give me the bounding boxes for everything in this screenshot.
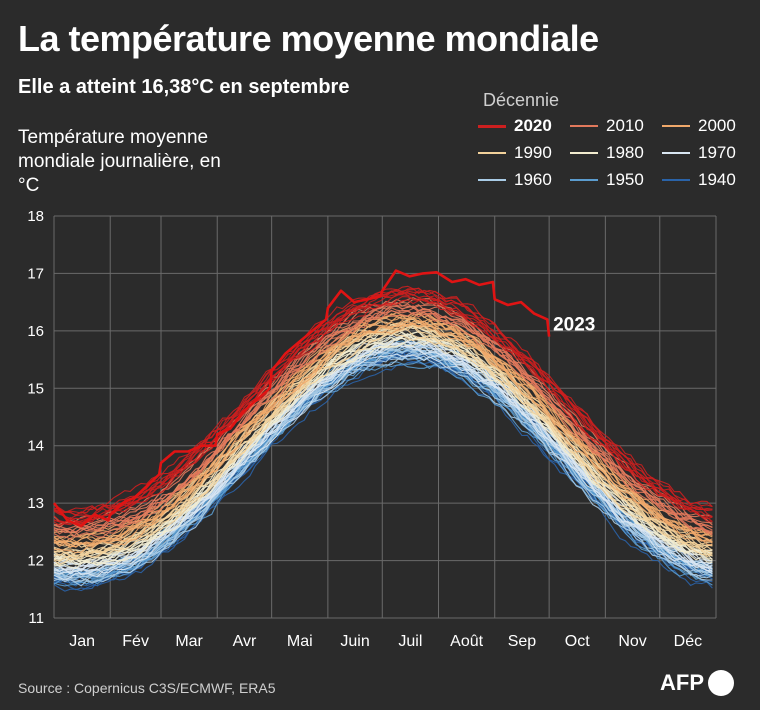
x-tick-label-Avr: Avr	[233, 633, 257, 650]
legend-label-2020: 2020	[514, 116, 552, 135]
series-line-1990	[53, 322, 713, 558]
legend-label-2000: 2000	[698, 116, 736, 135]
x-tick-label-Mar: Mar	[175, 633, 203, 650]
legend-label-1940: 1940	[698, 170, 736, 189]
legend-item-2020: 2020	[478, 116, 552, 136]
series-line-2020	[53, 290, 713, 520]
series-line-2010	[53, 311, 713, 540]
legend-item-2010: 2010	[570, 116, 644, 136]
y-axis-label: Température moyenne mondiale journalière…	[18, 127, 221, 196]
series-line-2023	[52, 269, 551, 528]
series-line-1960	[53, 349, 713, 583]
x-tick-label-Déc: Déc	[674, 633, 702, 650]
legend-swatch-1980	[570, 152, 598, 154]
series-line-2010	[53, 297, 713, 532]
legend-swatch-2020	[478, 124, 506, 128]
y-tick-label: 14	[27, 438, 44, 455]
legend-swatch-1950	[570, 179, 598, 181]
legend-item-2000: 2000	[662, 116, 736, 136]
legend-item-1970: 1970	[662, 143, 736, 163]
series-line-2020	[53, 285, 713, 516]
legend-item-1990: 1990	[478, 143, 552, 163]
legend-label-2010: 2010	[606, 116, 644, 135]
series-line-2010	[53, 304, 713, 529]
series-line-1990	[53, 331, 713, 565]
legend-label-1960: 1960	[514, 170, 552, 189]
series-line-2010	[53, 303, 713, 533]
afp-logo-dot-icon	[708, 670, 734, 696]
legend-title: Décennie	[483, 90, 560, 110]
x-tick-label-Fév: Fév	[122, 633, 149, 650]
afp-logo-text: AFP	[660, 670, 704, 695]
series-label-2023: 2023	[553, 315, 595, 336]
legend-swatch-1990	[478, 152, 506, 154]
x-tick-label-Oct: Oct	[565, 633, 590, 650]
legend-swatch-2000	[662, 125, 690, 127]
series-line-1960	[53, 342, 713, 579]
legend-swatch-1960	[478, 179, 506, 181]
series-line-1970	[53, 336, 713, 572]
series-line-1980	[53, 335, 713, 566]
x-tick-label-Juil: Juil	[398, 633, 422, 650]
x-tick-label-Mai: Mai	[287, 633, 313, 650]
legend-swatch-2010	[570, 125, 598, 127]
y-tick-label: 16	[27, 323, 44, 340]
legend-swatch-1970	[662, 152, 690, 154]
y-tick-label: 12	[27, 553, 44, 570]
y-tick-label: 13	[27, 495, 44, 512]
series-line-1980	[53, 337, 713, 563]
afp-logo: AFP	[660, 670, 734, 696]
page-subtitle: Elle a atteint 16,38°C en septembre	[18, 76, 350, 98]
legend-item-1950: 1950	[570, 170, 644, 190]
x-tick-label-Jan: Jan	[69, 633, 95, 650]
legend-label-1980: 1980	[606, 143, 644, 162]
legend-item-1940: 1940	[662, 170, 736, 190]
legend-label-1970: 1970	[698, 143, 736, 162]
y-tick-label: 17	[27, 265, 44, 282]
source-note: Source : Copernicus C3S/ECMWF, ERA5	[18, 680, 276, 696]
x-tick-label-Sep: Sep	[508, 633, 537, 650]
x-tick-label-Août: Août	[450, 633, 483, 650]
series-line-2010	[53, 304, 713, 532]
x-tick-label-Juin: Juin	[340, 633, 369, 650]
legend-item-1980: 1980	[570, 143, 644, 163]
y-tick-label: 11	[28, 610, 44, 627]
series-line-1990	[53, 328, 713, 562]
legend-label-1950: 1950	[606, 170, 644, 189]
x-tick-label-Nov: Nov	[618, 633, 646, 650]
legend-swatch-1940	[662, 179, 690, 181]
legend-item-1960: 1960	[478, 170, 552, 190]
series-line-1960	[53, 355, 713, 587]
y-tick-label: 15	[27, 380, 44, 397]
y-tick-label: 18	[27, 208, 44, 225]
series-line-2020	[53, 289, 713, 518]
page-title: La température moyenne mondiale	[18, 18, 599, 59]
series-line-2000	[53, 317, 713, 544]
legend-label-1990: 1990	[514, 143, 552, 162]
